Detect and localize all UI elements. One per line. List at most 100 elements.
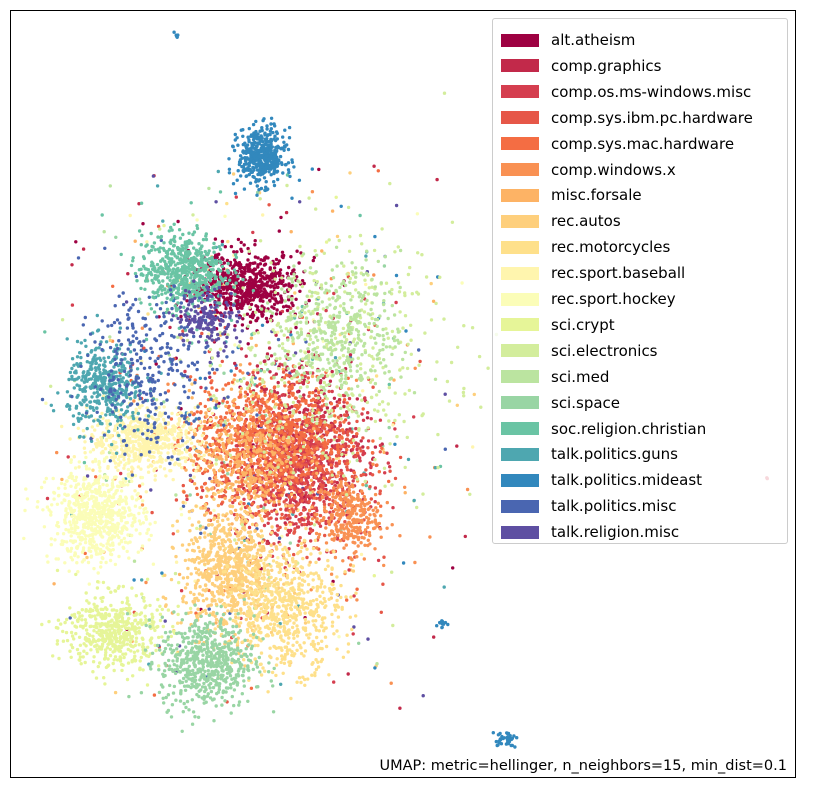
scatter-point [45, 496, 50, 501]
scatter-point [227, 481, 231, 486]
scatter-point [233, 508, 238, 512]
scatter-point [277, 499, 281, 504]
scatter-point [284, 459, 288, 463]
scatter-point [335, 234, 340, 239]
scatter-point [323, 489, 327, 494]
scatter-point [343, 520, 347, 524]
scatter-point [210, 463, 214, 467]
scatter-point [284, 526, 288, 531]
scatter-point [188, 478, 193, 483]
scatter-point [210, 379, 214, 383]
scatter-point [262, 454, 267, 458]
scatter-point [298, 403, 302, 407]
scatter-point [229, 244, 234, 249]
scatter-point [231, 468, 235, 472]
scatter-point [336, 533, 340, 537]
scatter-plot [22, 30, 769, 749]
scatter-point [248, 471, 253, 476]
scatter-point [239, 291, 243, 295]
scatter-point [300, 279, 305, 283]
scatter-point [169, 577, 174, 582]
scatter-point [388, 465, 392, 469]
scatter-point [307, 391, 312, 395]
scatter-point [247, 540, 251, 545]
scatter-point [268, 266, 272, 270]
scatter-point [323, 410, 327, 415]
scatter-point [323, 423, 327, 427]
scatter-point [200, 331, 204, 336]
scatter-point [214, 621, 218, 625]
scatter-point [259, 448, 263, 453]
scatter-point [347, 520, 351, 524]
scatter-point [358, 459, 362, 463]
scatter-point [85, 474, 90, 478]
scatter-point [245, 312, 250, 316]
scatter-point [250, 464, 254, 469]
scatter-point [262, 384, 266, 389]
scatter-point [240, 504, 245, 508]
scatter-point [81, 247, 86, 251]
scatter-point [346, 537, 350, 541]
scatter-point [223, 214, 227, 218]
scatter-point [230, 522, 234, 526]
scatter-point [312, 496, 316, 500]
scatter-point [307, 499, 311, 504]
scatter-point [335, 404, 339, 408]
scatter-point [331, 491, 335, 496]
scatter-point [201, 599, 206, 603]
scatter-point [221, 387, 225, 391]
scatter-point [277, 411, 281, 416]
scatter-point [222, 448, 226, 453]
scatter-point [141, 222, 145, 226]
scatter-point [304, 467, 308, 471]
scatter-point [344, 498, 349, 502]
scatter-point [204, 441, 209, 445]
scatter-point [275, 477, 279, 481]
scatter-point [355, 397, 359, 401]
scatter-point [460, 281, 464, 285]
scatter-point [368, 485, 372, 489]
scatter-point [162, 400, 166, 404]
scatter-point [352, 444, 356, 449]
scatter-point [322, 251, 326, 255]
scatter-point [156, 224, 161, 229]
scatter-point [228, 603, 233, 608]
scatter-point [94, 475, 98, 479]
scatter-point [208, 460, 212, 464]
scatter-point [133, 239, 137, 243]
scatter-point [190, 382, 194, 386]
scatter-point [362, 502, 367, 507]
scatter-point [358, 213, 362, 218]
scatter-point [214, 200, 218, 204]
scatter-point [259, 368, 263, 373]
scatter-point [242, 243, 246, 247]
scatter-point [278, 542, 282, 547]
scatter-point [237, 567, 241, 572]
scatter-point [321, 464, 326, 468]
scatter-point [290, 369, 294, 373]
scatter-point [302, 518, 306, 522]
scatter-point [210, 386, 214, 390]
scatter-point [283, 444, 287, 448]
scatter-point [295, 490, 299, 494]
scatter-point [171, 298, 176, 303]
scatter-point [187, 388, 191, 393]
scatter-point [228, 583, 233, 587]
scatter-point [307, 428, 312, 433]
scatter-point [168, 647, 173, 651]
scatter-point [262, 263, 267, 267]
scatter-point [310, 505, 314, 509]
scatter-point [229, 387, 234, 391]
scatter-point [296, 525, 301, 529]
scatter-point [302, 522, 307, 527]
scatter-point [312, 455, 316, 460]
scatter-point [308, 413, 312, 417]
scatter-point [404, 329, 408, 333]
scatter-point [268, 370, 272, 374]
scatter-point [340, 436, 344, 440]
scatter-point [233, 428, 238, 433]
scatter-point [239, 386, 243, 391]
scatter-point [271, 488, 275, 492]
scatter-point [251, 454, 256, 458]
scatter-point [333, 507, 338, 512]
